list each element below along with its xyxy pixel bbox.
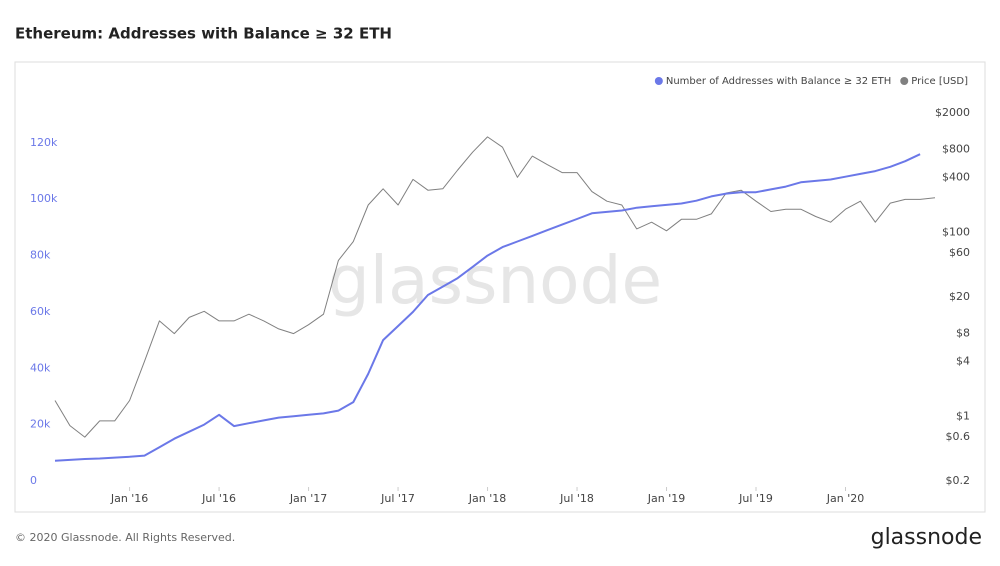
y2-tick-label: $1 (956, 410, 970, 423)
y2-tick-label: $0.6 (946, 430, 971, 443)
series-line (54, 153, 921, 462)
y2-tick-label: $2000 (935, 106, 970, 119)
x-tick-label: Jul '19 (738, 492, 773, 505)
x-tick-label: Jan '16 (110, 492, 148, 505)
y2-tick-label: $20 (949, 290, 970, 303)
y2-tick-label: $8 (956, 327, 970, 340)
legend-label: Price [USD] (911, 76, 968, 87)
x-tick-label: Jan '20 (826, 492, 864, 505)
y2-tick-label: $4 (956, 354, 970, 367)
x-tick-label: Jan '18 (468, 492, 506, 505)
chart-title: Ethereum: Addresses with Balance ≥ 32 ET… (15, 25, 392, 43)
y2-tick-label: $800 (942, 143, 970, 156)
x-tick-label: Jul '16 (201, 492, 236, 505)
x-tick-label: Jan '19 (647, 492, 685, 505)
y2-tick-label: $0.2 (946, 474, 971, 487)
y-tick-label: 100k (30, 192, 58, 205)
legend-swatch (900, 77, 909, 85)
x-tick-label: Jul '17 (380, 492, 415, 505)
legend-swatch (654, 77, 663, 85)
y-tick-label: 0 (30, 474, 37, 487)
y-tick-label: 120k (30, 136, 58, 149)
x-tick-label: Jan '17 (289, 492, 327, 505)
y-tick-label: 60k (30, 305, 51, 318)
y-tick-label: 40k (30, 361, 51, 374)
y2-tick-label: $60 (949, 246, 970, 259)
brand-logo: glassnode (871, 525, 982, 550)
footer: © 2020 Glassnode. All Rights Reserved. (15, 531, 235, 544)
y2-tick-label: $100 (942, 226, 970, 239)
y2-tick-label: $400 (942, 170, 970, 183)
y-tick-label: 80k (30, 249, 51, 262)
series-line (54, 136, 936, 438)
x-tick-label: Jul '18 (559, 492, 594, 505)
legend-label: Number of Addresses with Balance ≥ 32 ET… (666, 76, 891, 87)
watermark: glassnode (328, 242, 662, 319)
y-tick-label: 20k (30, 418, 51, 431)
